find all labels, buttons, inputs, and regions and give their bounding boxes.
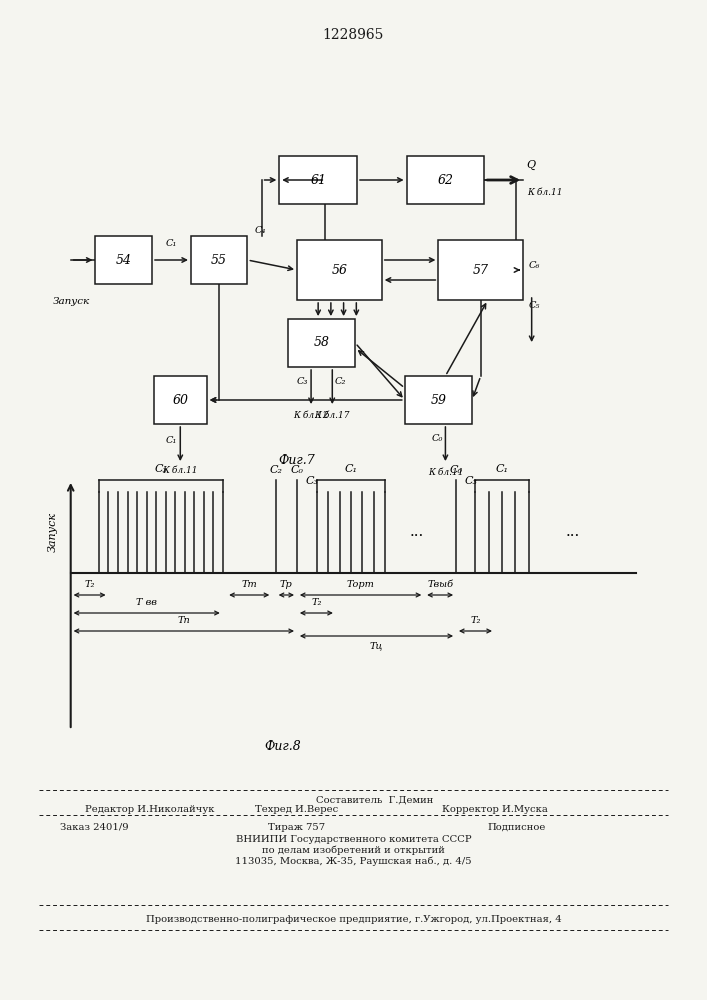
Text: C₂: C₂	[269, 465, 282, 475]
Text: Tц: Tц	[370, 641, 383, 650]
Text: C₂: C₂	[335, 377, 346, 386]
Text: 54: 54	[116, 253, 132, 266]
Text: Tр: Tр	[280, 580, 293, 589]
Text: T вв: T вв	[136, 598, 157, 607]
Text: C₆: C₆	[529, 260, 540, 269]
Text: Q: Q	[527, 160, 536, 170]
Text: 56: 56	[332, 263, 347, 276]
Text: Фиг.7: Фиг.7	[279, 454, 315, 466]
Text: C₃: C₃	[154, 464, 168, 474]
Bar	[191, 236, 247, 284]
Text: Подписное: Подписное	[487, 822, 545, 832]
Text: 62: 62	[438, 174, 453, 186]
Text: ...: ...	[566, 526, 580, 540]
Text: 58: 58	[314, 336, 329, 350]
Text: T₂: T₂	[470, 616, 481, 625]
Text: Заказ 2401/9: Заказ 2401/9	[60, 822, 129, 832]
Bar	[404, 376, 472, 424]
Text: C₀: C₀	[450, 465, 462, 475]
Text: 60: 60	[173, 393, 188, 406]
Text: Тираж 757: Тираж 757	[269, 822, 325, 832]
Text: C₁: C₁	[344, 464, 358, 474]
Text: Tп: Tп	[177, 616, 190, 625]
Text: 59: 59	[431, 393, 446, 406]
Text: Tорт: Tорт	[346, 580, 375, 589]
Text: 113035, Москва, Ж-35, Раушская наб., д. 4/5: 113035, Москва, Ж-35, Раушская наб., д. …	[235, 856, 472, 866]
Bar	[407, 156, 484, 204]
Text: Запуск: Запуск	[53, 298, 90, 306]
Text: T₂: T₂	[311, 598, 322, 607]
Text: ...: ...	[410, 526, 424, 540]
Text: Составитель  Г.Демин: Составитель Г.Демин	[316, 796, 433, 804]
Text: 61: 61	[310, 174, 326, 186]
Text: C₁: C₁	[165, 436, 177, 445]
Text: Производственно-полиграфическое предприятие, г.Ужгород, ул.Проектная, 4: Производственно-полиграфическое предприя…	[146, 916, 561, 924]
Bar	[297, 240, 382, 300]
Text: Техред И.Верес: Техред И.Верес	[255, 804, 339, 814]
Text: Tвыб: Tвыб	[427, 580, 453, 589]
Text: C₀: C₀	[431, 434, 443, 443]
Text: 55: 55	[211, 253, 227, 266]
Text: C₀: C₀	[291, 465, 303, 475]
Text: К бл.11: К бл.11	[163, 466, 198, 475]
Text: C₄: C₄	[255, 226, 266, 235]
Text: К бл.11: К бл.11	[428, 468, 463, 477]
Text: по делам изобретений и открытий: по делам изобретений и открытий	[262, 845, 445, 855]
Text: C₃: C₃	[464, 476, 477, 486]
Text: Редактор И.Николайчук: Редактор И.Николайчук	[85, 804, 214, 814]
Bar	[95, 236, 152, 284]
Text: ВНИИПИ Государственного комитета СССР: ВНИИПИ Государственного комитета СССР	[235, 834, 472, 844]
Text: C₁: C₁	[496, 464, 508, 474]
Text: T₂: T₂	[84, 580, 95, 589]
Text: 57: 57	[473, 263, 489, 276]
Text: C₃: C₃	[297, 377, 308, 386]
Bar	[288, 319, 356, 367]
Text: 1228965: 1228965	[323, 28, 384, 42]
Text: C₅: C₅	[529, 300, 540, 310]
Text: C₃: C₃	[305, 476, 318, 486]
Text: Корректор И.Муска: Корректор И.Муска	[442, 804, 548, 814]
Text: Запуск: Запуск	[48, 512, 58, 552]
Text: C₁: C₁	[165, 239, 177, 248]
Text: К бл.11: К бл.11	[527, 188, 562, 197]
Bar	[154, 376, 207, 424]
Text: Фиг.8: Фиг.8	[264, 740, 301, 754]
Text: Tт: Tт	[241, 580, 257, 589]
Bar	[438, 240, 523, 300]
Bar	[279, 156, 357, 204]
Text: К бл.17: К бл.17	[315, 411, 350, 420]
Text: К бл.12: К бл.12	[293, 411, 329, 420]
